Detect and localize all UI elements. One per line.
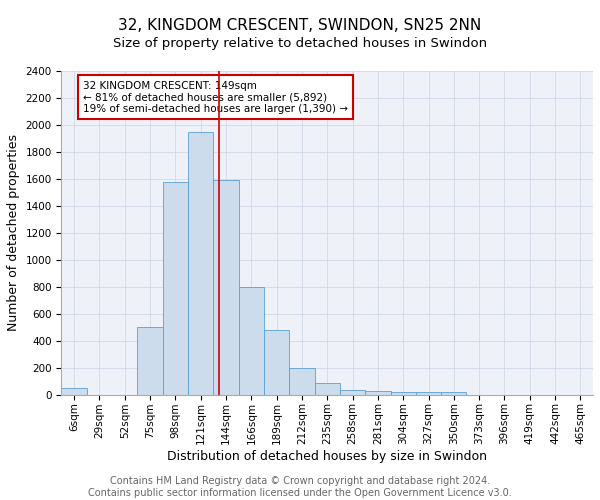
Y-axis label: Number of detached properties: Number of detached properties xyxy=(7,134,20,332)
Bar xyxy=(214,180,239,394)
Bar xyxy=(163,182,188,394)
Bar xyxy=(365,390,391,394)
Bar xyxy=(61,388,87,394)
Bar xyxy=(264,330,289,394)
Bar xyxy=(239,287,264,395)
Text: Contains HM Land Registry data © Crown copyright and database right 2024.
Contai: Contains HM Land Registry data © Crown c… xyxy=(88,476,512,498)
Bar xyxy=(441,392,466,394)
Bar xyxy=(391,392,416,394)
Text: 32, KINGDOM CRESCENT, SWINDON, SN25 2NN: 32, KINGDOM CRESCENT, SWINDON, SN25 2NN xyxy=(118,18,482,32)
Text: Size of property relative to detached houses in Swindon: Size of property relative to detached ho… xyxy=(113,38,487,51)
Bar xyxy=(289,368,314,394)
Text: 32 KINGDOM CRESCENT: 149sqm
← 81% of detached houses are smaller (5,892)
19% of : 32 KINGDOM CRESCENT: 149sqm ← 81% of det… xyxy=(83,80,348,114)
Bar xyxy=(137,328,163,394)
X-axis label: Distribution of detached houses by size in Swindon: Distribution of detached houses by size … xyxy=(167,450,487,463)
Bar xyxy=(188,132,214,394)
Bar xyxy=(416,392,441,394)
Bar xyxy=(340,390,365,394)
Bar xyxy=(314,382,340,394)
